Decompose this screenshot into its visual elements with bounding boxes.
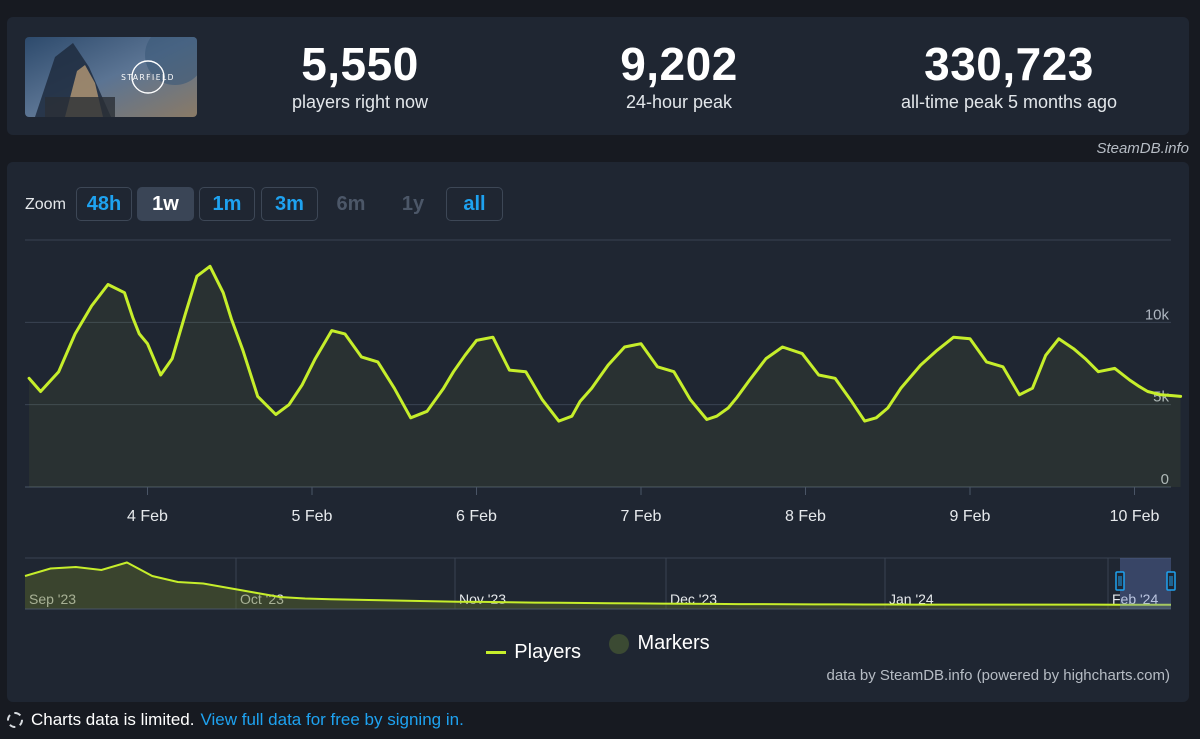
players-area xyxy=(29,266,1181,487)
legend-markers-label: Markers xyxy=(637,632,710,654)
all-time-peak-label[interactable]: all-time peak 5 months ago xyxy=(900,92,1118,112)
navigator-label: Jan '24 xyxy=(889,591,934,607)
x-tick-label: 9 Feb xyxy=(950,508,991,525)
stat-all-time-peak: 330,723 all-time peak 5 months ago xyxy=(869,39,1149,113)
peak-24h-label: 24-hour peak xyxy=(625,92,733,112)
data-limited-notice: Charts data is limited. View full data f… xyxy=(7,710,464,730)
all-time-peak-value: 330,723 xyxy=(924,38,1094,90)
peak-24h-value: 9,202 xyxy=(620,38,738,90)
players-legend-swatch xyxy=(486,650,507,654)
navigator-right-handle[interactable] xyxy=(1166,571,1176,591)
zoom-1m-button[interactable]: 1m xyxy=(199,187,255,221)
x-tick-label: 6 Feb xyxy=(456,508,497,525)
players-series xyxy=(27,264,1183,487)
x-tick-label: 10 Feb xyxy=(1110,508,1160,525)
x-tick-label: 8 Feb xyxy=(785,508,826,525)
navigator: Sep '23 Oct '23 Nov '23 Dec '23 Jan '24 Feb '… xyxy=(24,557,1176,610)
notice-text: Charts data is limited. xyxy=(31,710,195,729)
chart-card: Zoom 48h 1w 1m 3m 6m 1y all 0 5k 10k 4 Feb… xyxy=(7,162,1189,702)
navigator-label: Sep '23 xyxy=(29,591,76,607)
x-tick-label: 4 Feb xyxy=(127,508,168,525)
chart-legend: Players Markers xyxy=(7,632,1189,664)
navigator-left-handle[interactable] xyxy=(1115,571,1125,591)
stat-current-players: 5,550 players right now xyxy=(265,39,455,113)
chart-credit[interactable]: data by SteamDB.info (powered by highcha… xyxy=(826,667,1171,684)
navigator-area xyxy=(25,562,1171,609)
info-dashed-icon xyxy=(7,712,23,728)
legend-players-label: Players xyxy=(514,640,581,663)
stats-card: STARFIELD 5,550 players right now 9,202 … xyxy=(7,17,1189,135)
sign-in-link[interactable]: View full data for free by signing in. xyxy=(200,710,464,729)
game-capsule-image[interactable]: STARFIELD xyxy=(25,37,197,117)
markers-legend-swatch xyxy=(609,633,630,654)
chart-grid xyxy=(25,239,1171,488)
zoom-1w-button[interactable]: 1w xyxy=(137,187,194,221)
zoom-48h-button[interactable]: 48h xyxy=(76,187,132,221)
legend-item-markers[interactable]: Markers xyxy=(609,632,710,655)
zoom-6m-button: 6m xyxy=(336,193,366,215)
navigator-selection xyxy=(1120,558,1171,609)
legend-item-players[interactable]: Players xyxy=(486,641,581,664)
game-logo-text: STARFIELD xyxy=(121,73,175,82)
zoom-all-button[interactable]: all xyxy=(446,187,503,221)
zoom-1y-button: 1y xyxy=(401,193,425,215)
y-tick-label: 0 xyxy=(1161,471,1169,488)
current-players-label: players right now xyxy=(291,92,429,112)
y-tick-label: 10k xyxy=(1145,306,1170,323)
zoom-label: Zoom xyxy=(25,196,66,213)
zoom-3m-button[interactable]: 3m xyxy=(261,187,318,221)
navigator-label: Feb '24 xyxy=(1112,591,1158,607)
x-tick-label: 5 Feb xyxy=(292,508,333,525)
players-line xyxy=(27,264,1183,423)
navigator-line xyxy=(24,561,1171,606)
current-players-value: 5,550 xyxy=(301,38,419,90)
x-tick-label: 7 Feb xyxy=(621,508,662,525)
steamdb-credit[interactable]: SteamDB.info xyxy=(1096,140,1189,157)
x-axis-labels: 4 Feb 5 Feb 6 Feb 7 Feb 8 Feb 9 Feb 10 Feb xyxy=(127,487,1160,525)
stat-24h-peak: 9,202 24-hour peak xyxy=(574,39,784,113)
